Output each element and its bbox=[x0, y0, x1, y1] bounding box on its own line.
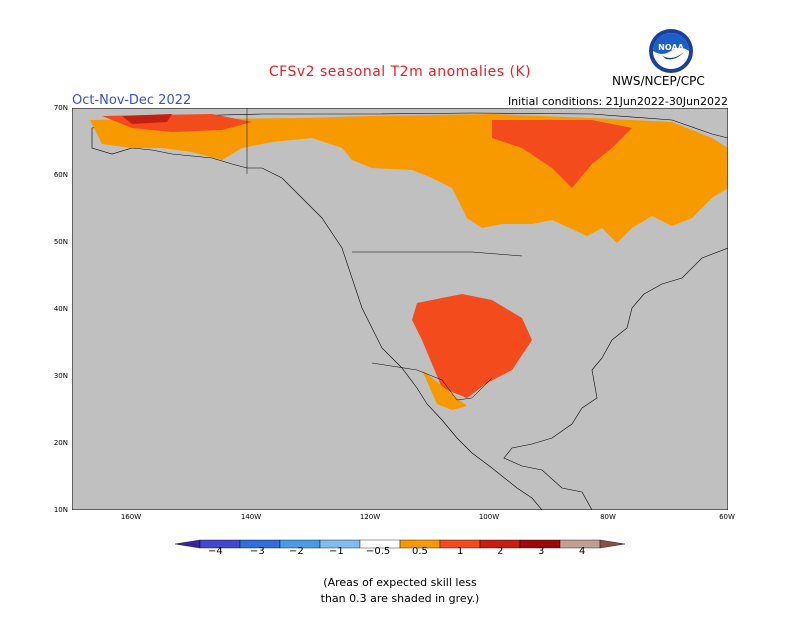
map-title: CFSv2 seasonal T2m anomalies (K) bbox=[268, 64, 532, 80]
lat-label: 10N bbox=[53, 506, 68, 514]
us-canada-border bbox=[352, 251, 523, 257]
lat-label: 20N bbox=[53, 439, 68, 447]
lat-label: 50N bbox=[53, 238, 68, 246]
map-boundaries bbox=[246, 108, 523, 401]
anomaly-region-1-2-canada bbox=[492, 120, 632, 188]
colorbar-label: 3 bbox=[538, 546, 545, 557]
lon-label: 60W bbox=[719, 513, 735, 521]
colorbar-label: 2 bbox=[497, 546, 504, 557]
anomaly-map bbox=[72, 108, 728, 510]
lat-label: 60N bbox=[53, 171, 68, 179]
colorbar-label: −2 bbox=[289, 546, 304, 557]
colorbar-label: −3 bbox=[250, 546, 265, 557]
colorbar-arrow-right bbox=[599, 539, 625, 549]
initial-conditions-label: Initial conditions: 21Jun2022-30Jun2022 bbox=[507, 95, 728, 108]
noaa-logo: NOAA bbox=[649, 29, 693, 73]
colorbar-label: 1 bbox=[457, 546, 464, 557]
logo-text: NOAA bbox=[658, 43, 684, 52]
lon-label: 120W bbox=[359, 513, 381, 521]
colorbar-label: −4 bbox=[208, 546, 223, 557]
us-mexico-border bbox=[371, 362, 493, 401]
skill-note: (Areas of expected skill less than 0.3 a… bbox=[0, 575, 800, 607]
colorbar bbox=[175, 539, 625, 549]
lat-label: 70N bbox=[53, 104, 68, 112]
skill-note-line-2: than 0.3 are shaded in grey.) bbox=[320, 592, 480, 605]
colorbar-arrow-left bbox=[175, 539, 201, 549]
anomaly-fields bbox=[90, 114, 728, 410]
skill-note-line-1: (Areas of expected skill less bbox=[323, 576, 477, 589]
lon-label: 80W bbox=[600, 513, 616, 521]
anomaly-region-2-3 bbox=[122, 114, 172, 124]
colorbar-label: 0.5 bbox=[412, 546, 428, 557]
colorbar-label: −0.5 bbox=[366, 546, 391, 557]
season-label: Oct-Nov-Dec 2022 bbox=[72, 93, 192, 108]
lat-label: 40N bbox=[53, 305, 68, 313]
anomaly-region-1-2-plains bbox=[412, 294, 532, 398]
lon-label: 140W bbox=[240, 513, 262, 521]
colorbar-label: 4 bbox=[579, 546, 586, 557]
lat-label: 30N bbox=[53, 372, 68, 380]
lon-label: 100W bbox=[478, 513, 500, 521]
agency-label: NWS/NCEP/CPC bbox=[612, 74, 705, 88]
lon-label: 160W bbox=[120, 513, 142, 521]
anomaly-region-0.5-1-mexico bbox=[422, 370, 467, 410]
colorbar-label: −1 bbox=[329, 546, 344, 557]
